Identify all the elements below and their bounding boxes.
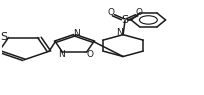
Text: N: N [116,28,123,37]
Text: O: O [86,50,94,59]
Text: O: O [136,8,143,17]
Text: S: S [122,15,129,25]
Text: O: O [108,8,114,17]
Text: N: N [58,50,64,59]
Text: N: N [73,29,80,38]
Text: S: S [1,32,8,42]
